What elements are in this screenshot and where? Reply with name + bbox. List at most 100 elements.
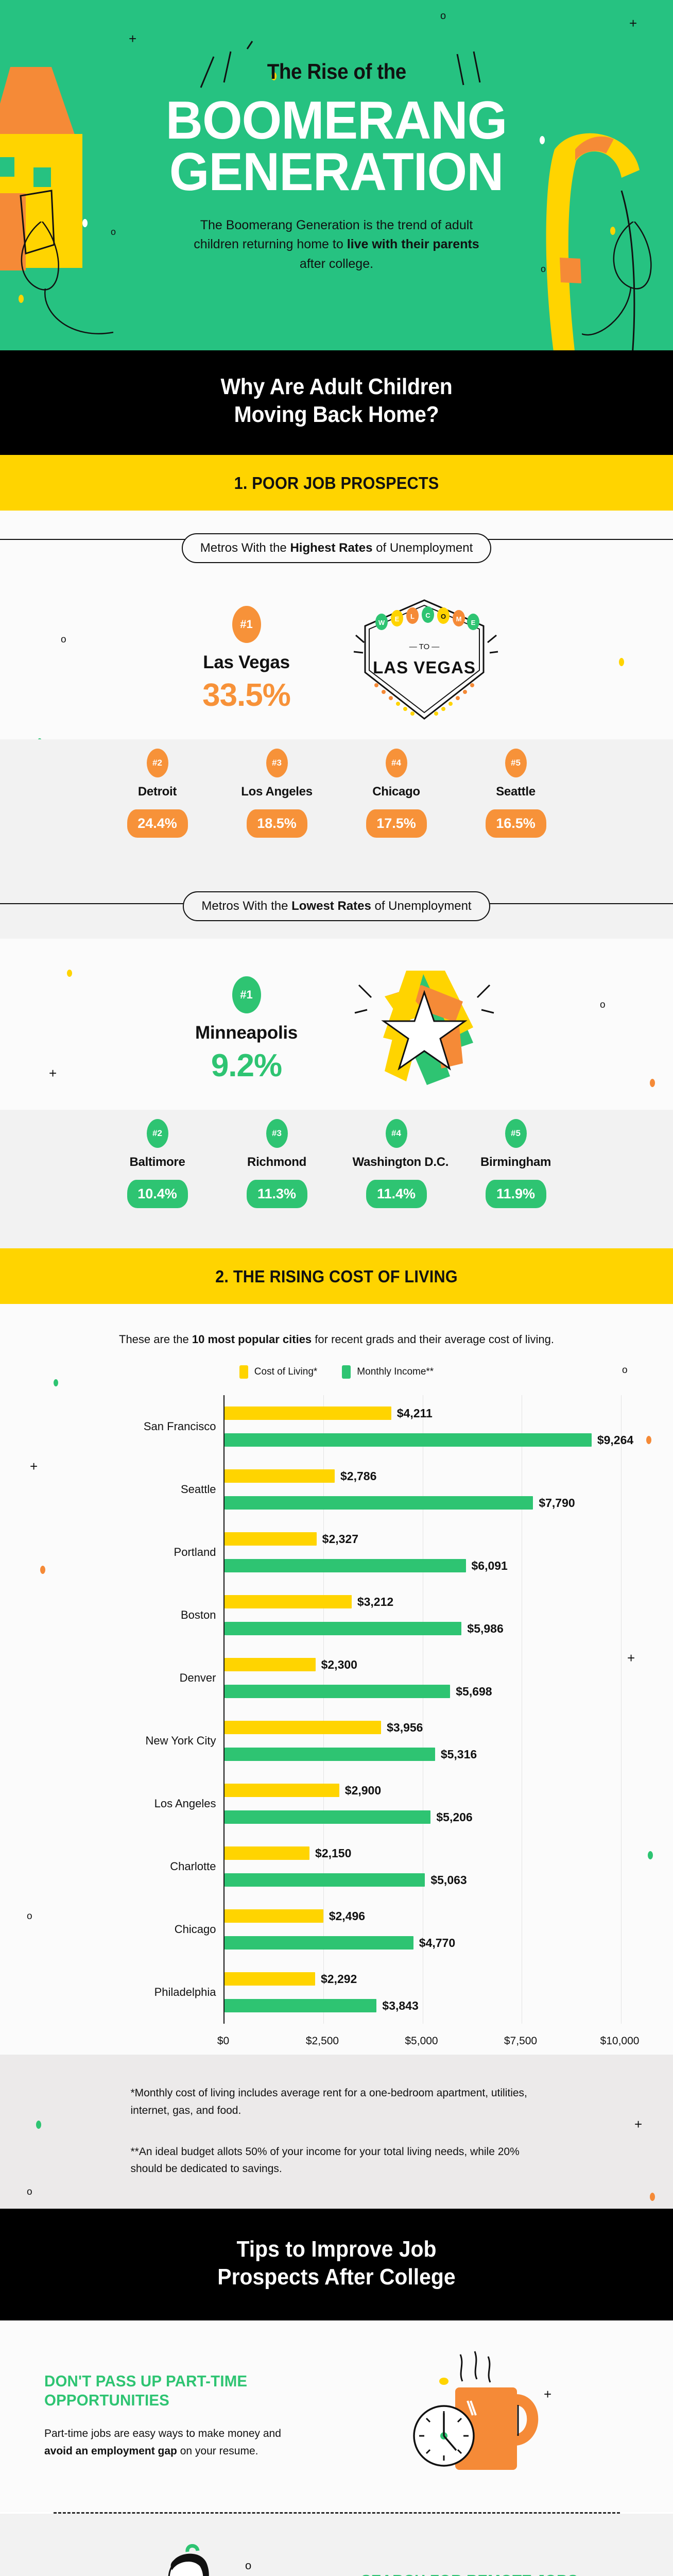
question-line2: Moving Back Home?	[234, 401, 439, 427]
bar-value-label: $6,091	[471, 1558, 508, 1572]
dot-decoration	[650, 2193, 655, 2201]
highest-top-city: o + #1 Las Vegas 33.5%	[0, 568, 673, 769]
bar-monthly-income: $5,986	[224, 1621, 504, 1636]
bar-monthly-income: $3,843	[224, 1999, 419, 2013]
bar	[224, 1748, 435, 1761]
chart-gridline	[620, 1395, 622, 2024]
pill-bold: Lowest Rates	[291, 899, 371, 913]
bar	[224, 1532, 317, 1546]
hero-section: + o + o o The Rise of the BOOMERANG GENE…	[0, 0, 673, 350]
legend-swatch-monthly-income	[342, 1365, 351, 1379]
circle-decoration: o	[600, 999, 606, 1011]
bar-value-label: $5,986	[467, 1621, 504, 1635]
rank-value: 24.4%	[127, 809, 188, 838]
bar-monthly-income: $4,770	[224, 1936, 456, 1950]
bar	[224, 1873, 425, 1887]
bar-value-label: $3,212	[357, 1595, 394, 1608]
circle-decoration: o	[27, 2187, 32, 2198]
chart-category-cell: Chicago	[54, 1898, 223, 1961]
hero-title: BOOMERANG GENERATION	[166, 91, 507, 199]
rank-number: #2	[146, 1119, 168, 1148]
hero-subtitle-p2: after college.	[299, 256, 374, 271]
circle-decoration: o	[440, 10, 446, 22]
chart-category-label: Philadelphia	[154, 1986, 216, 1999]
hero-subtitle-bold: live with their parents	[347, 237, 479, 252]
chart-x-tick-label: $2,500	[305, 2035, 339, 2047]
bar-cost-of-living: $2,327	[224, 1532, 358, 1546]
rank-number: #4	[385, 1119, 407, 1148]
rank-value: 18.5%	[246, 809, 307, 838]
bar-cost-of-living: $2,292	[224, 1972, 357, 1986]
chart-x-tick-label: $0	[217, 2035, 230, 2047]
bar-value-label: $2,786	[340, 1469, 377, 1483]
dot-decoration	[54, 1379, 58, 1387]
city-value: 9.2%	[211, 1047, 282, 1083]
rank-city: Washington D.C.	[352, 1155, 449, 1170]
bar-value-label: $5,063	[430, 1873, 467, 1887]
plus-decoration: +	[129, 31, 137, 46]
rank-value: 11.4%	[366, 1180, 427, 1209]
tips-heading-band: Tips to Improve Job Prospects After Coll…	[0, 2208, 673, 2320]
section1-banner: 1. POOR JOB PROSPECTS	[0, 455, 673, 511]
bar	[224, 1469, 335, 1483]
svg-text:+: +	[544, 2386, 551, 2402]
chart-category-cell: Seattle	[54, 1458, 223, 1521]
bar-value-label: $4,770	[419, 1936, 456, 1950]
rank-number: #3	[266, 749, 288, 778]
rank-value: 17.5%	[366, 809, 427, 838]
dot-decoration	[271, 72, 277, 80]
tips-heading-line2: Prospects After College	[217, 2264, 456, 2290]
city-name: Las Vegas	[203, 652, 290, 672]
chart-x-tick-label: $10,000	[600, 2035, 640, 2047]
hero-subtitle-p1: The Boomerang Generation is the trend of…	[194, 217, 473, 252]
chart-category-cell: Denver	[54, 1647, 223, 1709]
tips-heading-line1: Tips to Improve Job	[236, 2236, 437, 2262]
person-laptop-icon: o	[44, 2543, 340, 2576]
chart-intro-p1: These are the	[119, 1333, 192, 1346]
question-heading: Why Are Adult Children Moving Back Home?	[24, 373, 650, 428]
legend-item-monthly-income: Monthly Income**	[342, 1365, 434, 1379]
chart-x-axis: $0 $2,500 $5,000 $7,500 $10,000	[217, 2024, 640, 2055]
svg-text:o: o	[245, 2559, 251, 2572]
svg-text:M: M	[456, 615, 461, 623]
chart-category-cell: San Francisco	[54, 1395, 223, 1458]
circle-decoration: o	[111, 227, 116, 237]
dot-decoration	[650, 1079, 655, 1088]
chart-bar-group: $2,150 $5,063	[224, 1835, 620, 1898]
hero-title-line1: BOOMERANG	[166, 91, 507, 150]
bar-value-label: $2,900	[344, 1783, 382, 1797]
rank-number: #3	[266, 1119, 288, 1148]
chart-bar-groups: $4,211 $9,264 $2,786 $7,790 $2,327 $6,091 $3,2…	[224, 1395, 633, 2024]
chart-body: San Francisco Seattle Portland Boston Denver…	[54, 1395, 633, 2024]
chart-category-label: Denver	[179, 1671, 216, 1685]
bar-cost-of-living: $3,956	[224, 1721, 423, 1735]
lowest-unemployment-ranks: #2 Baltimore 10.4% #3 Richmond 11.3% #4 …	[0, 1110, 673, 1249]
section1-banner-label: 1. POOR JOB PROSPECTS	[234, 473, 439, 493]
cost-of-living-chart-section: o + + o These are the 10 most popular ci…	[0, 1304, 673, 2055]
bar-cost-of-living: $2,900	[224, 1783, 382, 1798]
rank-city: Detroit	[137, 785, 177, 799]
tips-heading: Tips to Improve Job Prospects After Coll…	[24, 2235, 650, 2292]
highest-unemployment-ranks: #2 Detroit 24.4% #3 Los Angeles 18.5% #4…	[0, 739, 673, 939]
dot-decoration	[36, 2121, 41, 2129]
chart-category-cell: New York City	[54, 1709, 223, 1772]
star-ribbon-icon	[344, 965, 504, 1094]
circle-decoration: o	[622, 1365, 628, 1376]
chart-category-cell: Boston	[54, 1584, 223, 1647]
dot-decoration	[67, 970, 72, 977]
pill-prefix: Metros With the	[200, 541, 290, 555]
las-vegas-sign-icon: W E L C O M E — TO — LAS VEGAS	[344, 595, 504, 724]
chart-category-label: San Francisco	[143, 1420, 216, 1433]
bar-value-label: $2,292	[320, 1972, 357, 1986]
section2-banner: 2. THE RISING COST OF LIVING	[0, 1248, 673, 1304]
bar	[224, 1810, 431, 1824]
svg-text:C: C	[425, 612, 430, 619]
legend-label: Cost of Living*	[254, 1366, 318, 1378]
rank-item: #3 Los Angeles 18.5%	[233, 749, 321, 838]
chart-category-label: Seattle	[181, 1483, 216, 1496]
cost-of-living-bar-chart: San Francisco Seattle Portland Boston Denver…	[54, 1395, 640, 2055]
bar	[224, 1936, 413, 1950]
rank-badge: #1	[232, 976, 261, 1013]
dot-decoration	[610, 227, 615, 235]
rank-item: #5 Seattle 16.5%	[472, 749, 560, 838]
